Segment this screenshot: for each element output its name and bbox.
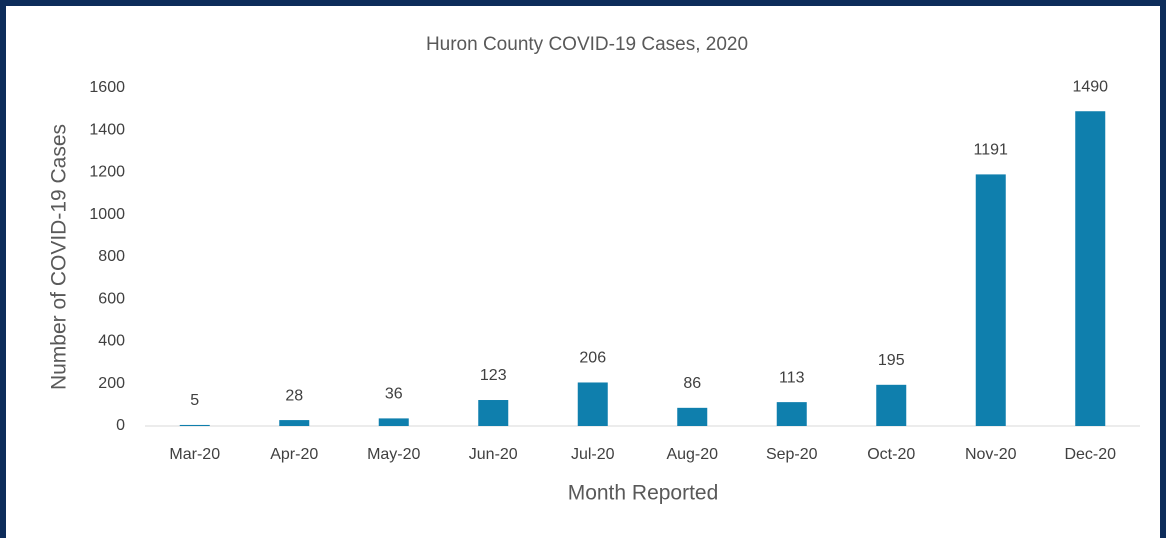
data-label: 36 [385, 386, 403, 403]
data-label: 195 [878, 352, 905, 369]
x-tick-label: May-20 [367, 446, 420, 463]
x-tick-label: Jun-20 [469, 446, 518, 463]
bar [975, 174, 1006, 426]
data-label: 86 [683, 375, 701, 392]
data-label: 123 [480, 367, 507, 384]
y-tick-label: 1600 [89, 79, 125, 96]
data-label: 206 [579, 350, 606, 367]
x-tick-label: Mar-20 [169, 446, 220, 463]
x-axis-title: Month Reported [568, 482, 719, 505]
bar [677, 407, 708, 426]
y-tick-label: 0 [116, 417, 125, 434]
y-tick-label: 400 [98, 333, 125, 350]
bar [279, 420, 310, 426]
x-tick-label: Dec-20 [1064, 446, 1116, 463]
y-tick-label: 200 [98, 375, 125, 392]
y-tick-label: 1000 [89, 206, 125, 223]
data-label: 5 [190, 392, 199, 409]
y-axis-title: Number of COVID-19 Cases [48, 124, 71, 390]
data-label: 1490 [1072, 78, 1108, 95]
x-tick-label: Sep-20 [766, 446, 818, 463]
y-tick-label: 800 [98, 248, 125, 265]
y-tick-label: 1400 [89, 121, 125, 138]
x-tick-label: Aug-20 [666, 446, 718, 463]
x-tick-label: Jul-20 [571, 446, 615, 463]
chart-title: Huron County COVID-19 Cases, 2020 [426, 34, 748, 55]
bar [1075, 111, 1106, 427]
bar [179, 424, 210, 426]
y-tick-label: 600 [98, 290, 125, 307]
bar [378, 418, 409, 426]
bar [577, 382, 608, 426]
x-tick-label: Apr-20 [270, 446, 318, 463]
data-label: 113 [779, 369, 805, 386]
bar [478, 400, 509, 426]
bar [876, 384, 907, 426]
x-tick-label: Nov-20 [965, 446, 1017, 463]
data-label: 1191 [974, 142, 1009, 159]
x-tick-label: Oct-20 [867, 446, 915, 463]
y-tick-label: 1200 [89, 164, 125, 181]
bar [776, 402, 807, 426]
data-label: 28 [285, 387, 303, 404]
